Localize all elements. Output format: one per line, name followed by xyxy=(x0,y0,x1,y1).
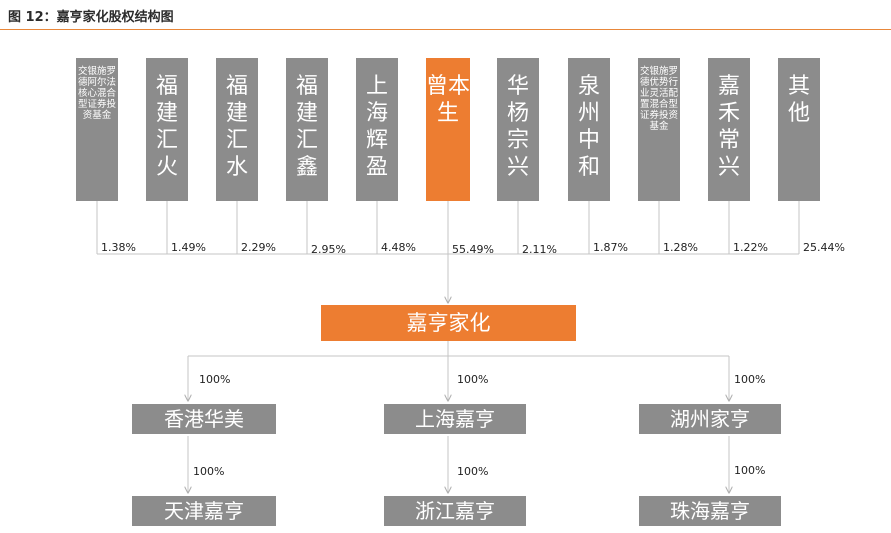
subsidiary-stake-label: 100% xyxy=(457,373,489,386)
stake-label: 4.48% xyxy=(381,241,416,254)
subsidiary-stake-label: 100% xyxy=(734,373,766,386)
stake-label: 2.29% xyxy=(241,241,276,254)
stake-label: 1.22% xyxy=(733,241,768,254)
shareholder-name: 福建汇鑫 xyxy=(295,74,318,180)
shareholder-name: 泉州中和 xyxy=(577,74,600,180)
shareholder-name: 曾本生 xyxy=(426,74,471,126)
stake-label: 1.49% xyxy=(171,241,206,254)
shareholder-name: 交银施罗德优势行业灵活配置混合型证券投资基金 xyxy=(639,66,678,132)
company-box: 嘉亨家化 xyxy=(321,305,576,341)
shareholder-box-11: 其他 xyxy=(778,58,820,201)
shareholder-box-3: 福建汇水 xyxy=(216,58,258,201)
shareholder-box-2: 福建汇火 xyxy=(146,58,188,201)
stake-label: 1.28% xyxy=(663,241,698,254)
shareholder-name: 福建汇火 xyxy=(155,74,178,180)
shareholder-name: 上海辉盈 xyxy=(365,74,388,180)
stake-label: 55.49% xyxy=(452,243,494,256)
stake-label: 1.87% xyxy=(593,241,628,254)
subsidiary-box: 湖州家亨 xyxy=(639,404,781,434)
stake-label: 2.95% xyxy=(311,243,346,256)
shareholder-box-9: 交银施罗德优势行业灵活配置混合型证券投资基金 xyxy=(638,58,680,201)
subsidiary-box: 上海嘉亨 xyxy=(384,404,526,434)
shareholder-box-10: 嘉禾常兴 xyxy=(708,58,750,201)
subsidiary-stake-label: 100% xyxy=(734,464,766,477)
stake-label: 1.38% xyxy=(101,241,136,254)
shareholder-name: 华杨宗兴 xyxy=(506,74,529,180)
shareholder-name: 嘉禾常兴 xyxy=(717,74,740,180)
subsidiary-box: 天津嘉亨 xyxy=(132,496,276,526)
subsidiary-box: 珠海嘉亨 xyxy=(639,496,781,526)
subsidiary-stake-label: 100% xyxy=(193,465,225,478)
figure-title: 图 12：嘉亨家化股权结构图 xyxy=(8,10,174,25)
stake-label: 25.44% xyxy=(803,241,845,254)
subsidiary-box: 香港华美 xyxy=(132,404,276,434)
subsidiary-stake-label: 100% xyxy=(457,465,489,478)
stake-label: 2.11% xyxy=(522,243,557,256)
shareholder-box-1: 交银施罗德阿尔法核心混合型证券投资基金 xyxy=(76,58,118,201)
shareholder-name: 其他 xyxy=(787,74,810,126)
subsidiary-box: 浙江嘉亨 xyxy=(384,496,526,526)
shareholder-box-7: 华杨宗兴 xyxy=(497,58,539,201)
shareholder-name: 福建汇水 xyxy=(225,74,248,180)
shareholder-box-8: 泉州中和 xyxy=(568,58,610,201)
shareholder-box-4: 福建汇鑫 xyxy=(286,58,328,201)
shareholder-box-controller: 曾本生 xyxy=(426,58,470,201)
title-rule xyxy=(0,29,891,30)
shareholder-name: 交银施罗德阿尔法核心混合型证券投资基金 xyxy=(77,66,116,121)
shareholder-box-5: 上海辉盈 xyxy=(356,58,398,201)
subsidiary-stake-label: 100% xyxy=(199,373,231,386)
